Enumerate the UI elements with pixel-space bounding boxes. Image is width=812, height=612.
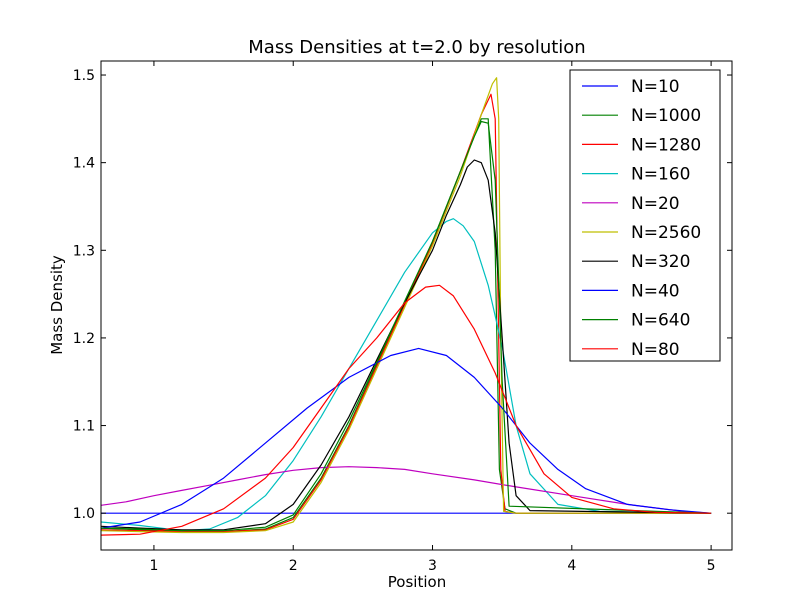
legend-box [569, 69, 721, 362]
series-line-4 [101, 466, 712, 514]
legend-label: N=1280 [631, 135, 701, 155]
legend-label: N=80 [631, 340, 680, 360]
y-tick-label: 1.5 [73, 68, 95, 84]
series-line-3 [101, 218, 712, 532]
legend-label: N=2560 [631, 223, 701, 243]
x-tick-label: 5 [707, 558, 716, 574]
y-tick-label: 1.2 [73, 331, 95, 347]
legend-label: N=160 [631, 165, 690, 185]
y-tick-label: 1.1 [73, 419, 95, 435]
x-tick-label: 4 [567, 558, 576, 574]
y-tick-label: 1.4 [73, 156, 95, 172]
y-axis-label: Mass Density [48, 255, 66, 355]
series-line-6 [101, 159, 712, 531]
legend-label: N=1000 [631, 106, 701, 126]
ticks-layer: 1 2 3 4 5 1.0 1.1 1.2 1.3 1.4 1.5 [73, 61, 732, 574]
series-line-8 [101, 120, 712, 532]
x-axis-label: Position [388, 573, 446, 591]
x-tick-label: 3 [428, 558, 437, 574]
series-layer [101, 77, 712, 536]
legend-label: N=40 [631, 281, 680, 301]
legend-label: N=10 [631, 77, 680, 97]
plot-frame [100, 60, 733, 551]
legend-label: N=320 [631, 252, 690, 272]
x-tick-label: 2 [289, 558, 298, 574]
series-line-7 [101, 347, 712, 529]
legend: N=10 N=1000 N=1280 N=160 N=20 N=2560 N=320 N=40… [569, 69, 721, 362]
legend-label: N=20 [631, 194, 680, 214]
y-tick-label: 1.3 [73, 243, 95, 259]
series-line-9 [101, 284, 712, 536]
series-line-2 [101, 93, 712, 533]
legend-label: N=640 [631, 311, 690, 331]
chart-title: Mass Densities at t=2.0 by resolution [248, 37, 585, 58]
y-tick-label: 1.0 [73, 506, 95, 522]
x-tick-label: 1 [149, 558, 158, 574]
